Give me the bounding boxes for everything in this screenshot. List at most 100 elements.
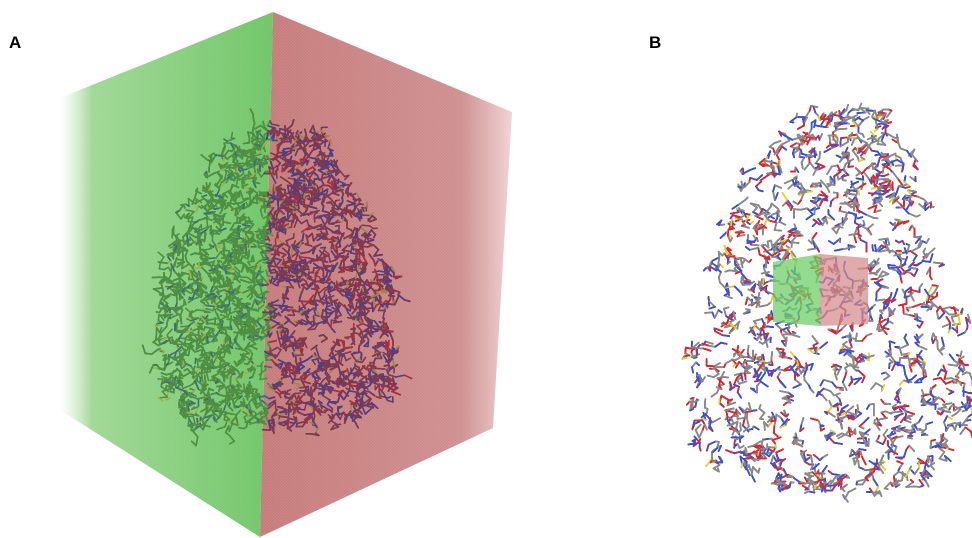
bond-stick [205,370,210,382]
panel-b-label: B [649,33,661,53]
bond-stick [246,252,249,260]
bond-stick [386,399,394,403]
bond-stick [203,290,208,294]
bond-stick [164,361,174,368]
bond-stick [246,358,253,366]
bond-stick [158,396,168,399]
bond-stick [259,377,268,381]
bond-stick [263,365,273,369]
bond-stick [165,390,169,401]
bond-stick [290,252,299,258]
bond-stick [266,124,277,130]
bond-stick [233,396,240,404]
bond-stick [231,262,240,265]
bond-stick [380,390,383,400]
bond-stick [337,202,341,208]
bond-stick [290,249,294,258]
bond-stick [219,313,229,319]
bond-stick [318,286,327,295]
bond-stick [390,351,394,358]
bond-stick [238,172,245,178]
bond-stick [159,302,166,307]
bond-stick [258,368,267,376]
bond-stick [228,434,236,443]
bond-stick [315,232,326,236]
bond-stick [203,247,213,251]
bond-stick [334,224,341,227]
bond-stick [327,253,331,263]
bond-stick [293,177,296,185]
bond-stick [187,197,190,208]
bond-stick [382,309,386,320]
bond-stick [381,290,391,294]
bond-stick [356,324,362,331]
bond-stick [369,212,375,217]
bond-stick [227,154,234,160]
bond-stick [356,323,364,327]
bond-stick [345,357,352,362]
bond-stick [169,313,179,320]
bond-stick [279,176,288,182]
bond-stick [172,256,178,267]
bond-stick [276,231,280,239]
bond-stick [265,316,276,320]
bond-stick [175,304,185,311]
bond-stick [191,273,194,281]
bond-stick [298,254,301,260]
bond-stick [277,337,282,348]
bond-stick [344,306,351,312]
bond-stick [158,397,164,402]
bond-stick [232,320,239,327]
bond-stick [230,131,234,139]
bond-stick [308,197,313,207]
panel-a-label: A [9,33,21,53]
bond-stick [226,266,236,273]
bond-stick [262,215,269,220]
bond-stick [295,167,304,175]
bond-stick [191,406,196,411]
bond-stick [339,413,344,421]
bond-stick [361,224,371,227]
bond-stick [259,304,265,309]
bond-stick [290,219,294,228]
bond-stick [295,383,301,392]
bond-stick [262,311,266,319]
bond-stick [181,286,186,293]
bond-stick [297,200,300,210]
bond-stick [161,387,172,393]
bond-stick [320,217,326,226]
bond-stick [274,238,277,248]
bond-stick [222,189,232,195]
bond-stick [224,419,229,428]
bond-stick [300,226,311,233]
bond-stick [259,410,263,416]
bond-stick [330,424,335,431]
bond-stick [367,338,370,348]
bond-stick [222,405,227,412]
bond-stick [215,251,222,259]
bond-stick [329,258,338,263]
bond-stick [218,386,225,392]
bond-stick [323,281,330,284]
bond-stick [294,392,302,395]
bond-stick [375,367,386,370]
bond-stick [310,344,319,351]
bond-stick [270,123,280,127]
bond-stick [295,251,299,259]
bond-stick [229,406,234,412]
bond-stick [342,353,347,362]
bond-stick [403,374,413,380]
bond-stick [271,175,277,184]
bond-stick [252,290,258,297]
bond-stick [363,236,374,241]
bond-stick [218,182,222,190]
bond-stick [276,243,285,250]
bond-stick [335,179,344,184]
bond-stick [274,401,277,411]
bond-stick [157,302,161,309]
bond-stick [205,304,216,308]
bond-stick [277,392,282,399]
bond-stick [220,316,227,321]
bond-stick [347,312,354,319]
bond-stick [332,219,339,226]
